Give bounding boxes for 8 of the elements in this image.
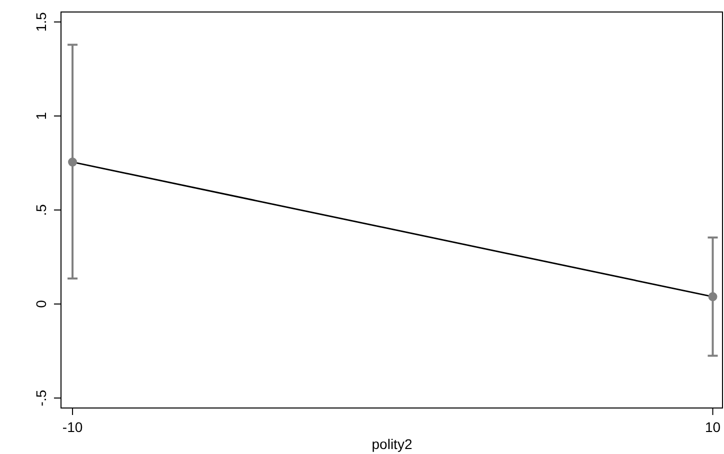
y-tick-label: .5 bbox=[33, 204, 49, 216]
x-axis-title: polity2 bbox=[372, 436, 412, 452]
y-tick-label: 1 bbox=[33, 112, 49, 120]
x-tick-label: -10 bbox=[62, 419, 83, 435]
y-tick-label: 1.5 bbox=[33, 12, 49, 32]
y-tick-label: 0 bbox=[33, 300, 49, 308]
y-tick-label: -.5 bbox=[33, 390, 49, 406]
x-tick-label: 10 bbox=[704, 419, 721, 435]
